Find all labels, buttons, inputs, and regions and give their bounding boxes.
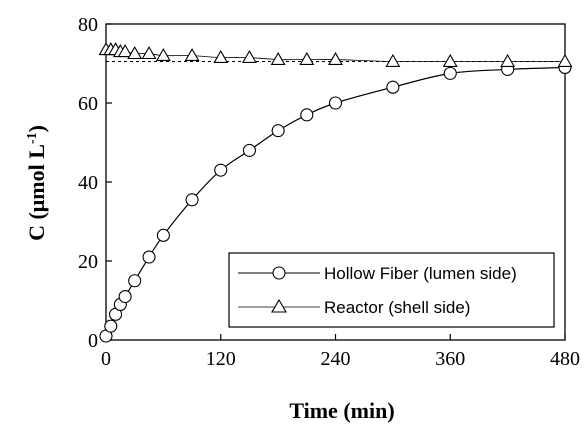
y-axis-title: C (μmol L-1) — [24, 125, 49, 241]
legend: Hollow Fiber (lumen side) Reactor (shell… — [228, 252, 555, 328]
legend-box — [228, 252, 555, 328]
x-tick-label: 240 — [321, 348, 351, 370]
x-tick-label: 0 — [101, 348, 111, 370]
data-point-reactor — [299, 51, 315, 65]
data-point-reactor — [328, 51, 343, 65]
data-point-hollow-fiber — [104, 319, 118, 333]
data-point-reactor — [213, 49, 229, 64]
data-point-reactor — [557, 53, 573, 67]
y-tick-label: 20 — [78, 251, 98, 273]
data-point-hollow-fiber — [328, 96, 343, 110]
legend-label-hollow-fiber: Hollow Fiber (lumen side) — [324, 264, 517, 283]
data-point-hollow-fiber — [242, 143, 256, 157]
legend-marker-reactor — [271, 298, 287, 313]
data-point-hollow-fiber — [128, 274, 142, 288]
y-tick-label: 80 — [78, 14, 98, 36]
data-point-hollow-fiber — [118, 289, 132, 304]
x-tick-label: 480 — [550, 348, 580, 370]
data-point-reactor — [155, 47, 171, 62]
data-point-hollow-fiber — [300, 108, 314, 122]
data-point-reactor — [127, 46, 143, 60]
data-point-reactor — [270, 51, 286, 65]
y-axis-title-close: ) — [24, 125, 49, 132]
data-point-reactor — [241, 49, 257, 64]
data-point-hollow-fiber — [386, 80, 400, 94]
data-point-reactor — [500, 53, 516, 67]
series-layer — [98, 42, 573, 343]
x-tick-label: 120 — [206, 348, 236, 370]
data-point-hollow-fiber — [185, 193, 199, 207]
data-point-reactor — [141, 46, 157, 60]
data-point-hollow-fiber — [156, 228, 170, 242]
y-axis-title-main: C (μmol L — [24, 144, 49, 241]
data-point-reactor — [184, 47, 200, 62]
x-tick-label: 360 — [435, 348, 465, 370]
data-point-hollow-fiber — [142, 250, 156, 264]
data-point-hollow-fiber — [271, 124, 285, 138]
data-point-reactor — [442, 53, 458, 67]
y-tick-label: 60 — [78, 93, 98, 115]
data-point-reactor — [385, 53, 401, 67]
legend-label-reactor: Reactor (shell side) — [324, 298, 470, 317]
y-axis-title-superscript: -1 — [25, 132, 40, 144]
y-tick-label: 0 — [88, 330, 98, 352]
data-point-hollow-fiber — [443, 66, 457, 80]
legend-marker-hollow-fiber — [272, 266, 286, 280]
data-point-reactor — [117, 44, 133, 58]
data-point-hollow-fiber — [214, 163, 228, 177]
x-axis-title: Time (min) — [289, 398, 394, 423]
y-tick-label: 40 — [78, 172, 98, 194]
axes: 0 120 240 360 480 0 20 40 60 80 — [78, 14, 580, 370]
